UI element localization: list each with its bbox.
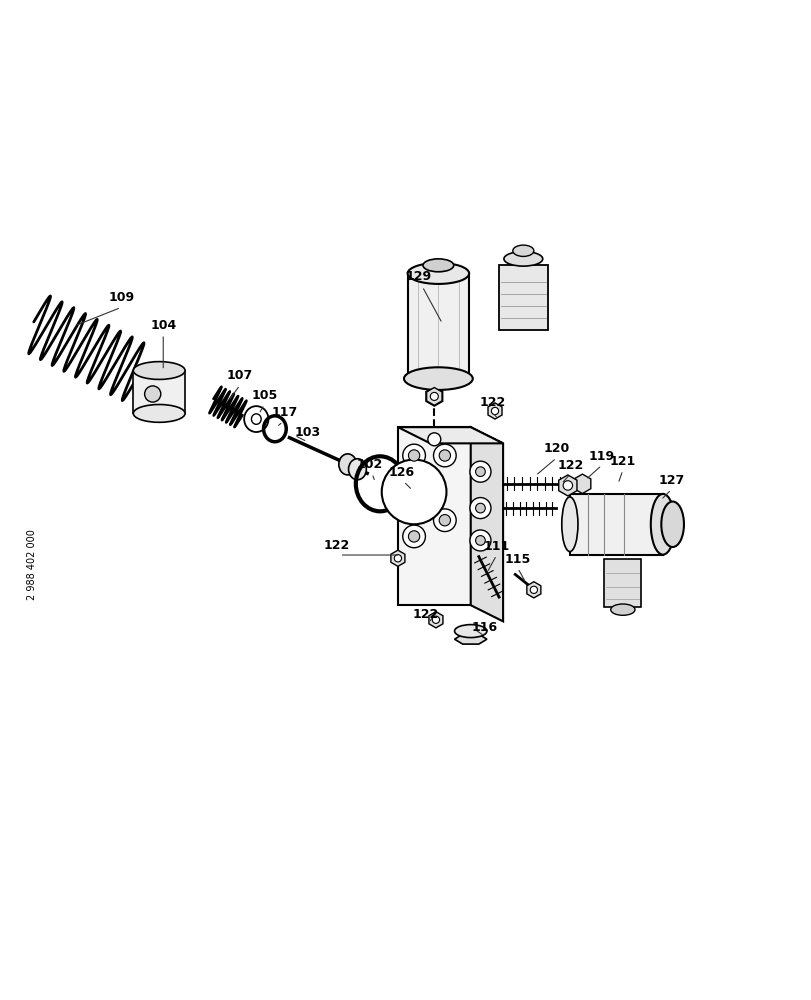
Text: 129: 129 bbox=[406, 270, 431, 283]
Circle shape bbox=[530, 586, 537, 593]
Text: 102: 102 bbox=[356, 458, 382, 471]
Text: 119: 119 bbox=[588, 450, 614, 463]
Ellipse shape bbox=[133, 362, 185, 379]
Circle shape bbox=[470, 530, 491, 551]
Polygon shape bbox=[573, 474, 590, 494]
Text: 122: 122 bbox=[478, 396, 505, 409]
Polygon shape bbox=[603, 559, 640, 607]
Text: 116: 116 bbox=[471, 621, 497, 634]
Circle shape bbox=[408, 450, 419, 461]
Ellipse shape bbox=[251, 414, 261, 424]
Polygon shape bbox=[454, 634, 487, 644]
Circle shape bbox=[433, 444, 456, 467]
Polygon shape bbox=[526, 582, 540, 598]
Ellipse shape bbox=[348, 459, 366, 480]
Text: 103: 103 bbox=[294, 426, 320, 439]
Text: 117: 117 bbox=[271, 406, 298, 419]
Polygon shape bbox=[487, 403, 501, 419]
Circle shape bbox=[470, 461, 491, 482]
Polygon shape bbox=[470, 427, 503, 621]
Circle shape bbox=[470, 498, 491, 519]
Text: 111: 111 bbox=[483, 540, 509, 553]
Ellipse shape bbox=[660, 502, 683, 547]
Text: 115: 115 bbox=[504, 553, 530, 566]
Polygon shape bbox=[133, 371, 185, 413]
Ellipse shape bbox=[404, 367, 472, 390]
Text: 105: 105 bbox=[251, 389, 277, 402]
Polygon shape bbox=[499, 265, 547, 330]
Text: 120: 120 bbox=[543, 442, 569, 455]
Polygon shape bbox=[569, 494, 662, 555]
Ellipse shape bbox=[133, 405, 185, 422]
Ellipse shape bbox=[650, 494, 674, 555]
Text: 2 988 402 000: 2 988 402 000 bbox=[27, 529, 37, 600]
Ellipse shape bbox=[513, 245, 533, 256]
Polygon shape bbox=[397, 427, 503, 443]
Text: 109: 109 bbox=[108, 291, 134, 304]
Circle shape bbox=[475, 503, 485, 513]
Ellipse shape bbox=[561, 497, 577, 552]
Circle shape bbox=[475, 536, 485, 545]
Circle shape bbox=[408, 531, 419, 542]
Text: 122: 122 bbox=[556, 459, 582, 472]
Ellipse shape bbox=[407, 263, 469, 284]
Ellipse shape bbox=[423, 259, 453, 272]
Text: 122: 122 bbox=[412, 608, 438, 621]
Polygon shape bbox=[426, 388, 441, 405]
Circle shape bbox=[427, 433, 440, 446]
Ellipse shape bbox=[610, 604, 634, 615]
Text: 121: 121 bbox=[609, 455, 635, 468]
Circle shape bbox=[430, 392, 438, 400]
Circle shape bbox=[431, 616, 439, 623]
Ellipse shape bbox=[504, 252, 542, 266]
Polygon shape bbox=[428, 612, 443, 628]
Ellipse shape bbox=[244, 406, 268, 432]
Ellipse shape bbox=[338, 454, 356, 475]
Polygon shape bbox=[426, 387, 442, 406]
Polygon shape bbox=[390, 550, 405, 566]
Text: 104: 104 bbox=[150, 319, 176, 332]
Polygon shape bbox=[397, 427, 470, 605]
Text: 122: 122 bbox=[323, 539, 349, 552]
Circle shape bbox=[402, 444, 425, 467]
Circle shape bbox=[433, 509, 456, 532]
Circle shape bbox=[381, 460, 446, 524]
Polygon shape bbox=[558, 475, 577, 496]
Circle shape bbox=[439, 515, 450, 526]
Circle shape bbox=[562, 481, 572, 490]
Circle shape bbox=[394, 555, 401, 562]
Ellipse shape bbox=[454, 625, 487, 638]
Circle shape bbox=[475, 467, 485, 477]
Circle shape bbox=[439, 450, 450, 461]
Text: 126: 126 bbox=[388, 466, 414, 479]
Text: 127: 127 bbox=[658, 474, 684, 487]
Circle shape bbox=[491, 407, 498, 415]
Circle shape bbox=[402, 525, 425, 548]
Polygon shape bbox=[407, 273, 469, 379]
Text: 107: 107 bbox=[227, 369, 253, 382]
Circle shape bbox=[144, 386, 161, 402]
